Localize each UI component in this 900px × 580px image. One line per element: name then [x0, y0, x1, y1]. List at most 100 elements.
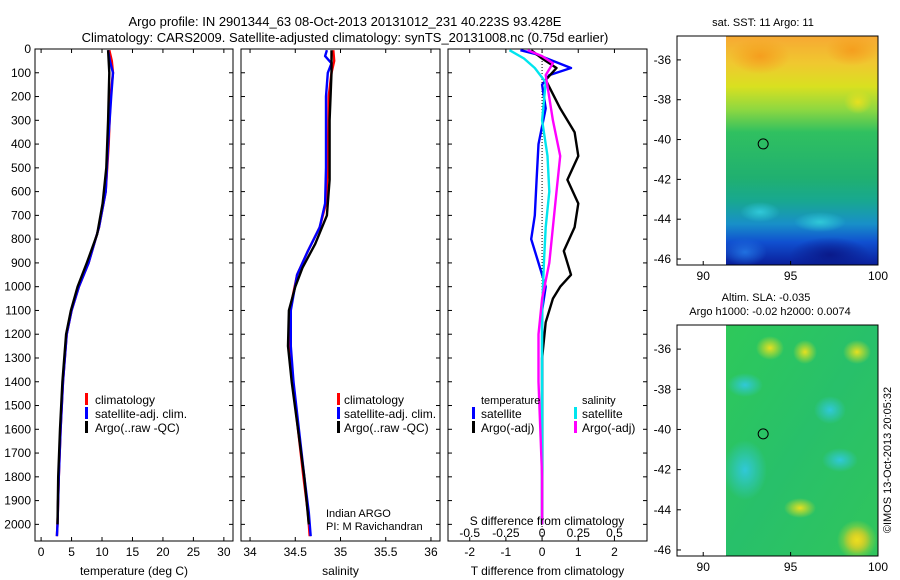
sst-warm-patch	[826, 36, 878, 66]
temperature-frame	[34, 48, 234, 542]
map-y-tick-label: -38	[654, 93, 672, 107]
sla-high-patch	[784, 498, 816, 518]
series-line-satellite	[508, 49, 551, 525]
map-y-tick-label: -40	[654, 422, 672, 436]
difference-frame	[447, 48, 648, 542]
series-line-satellite	[520, 49, 573, 525]
legend-sal-satellite-label: satellite	[582, 407, 623, 421]
map-x-tick-label: 90	[697, 269, 711, 283]
sla-low-patch	[814, 396, 846, 424]
legend-climatology-label: climatology	[344, 393, 404, 407]
map-y-tick-label: -46	[654, 543, 672, 557]
sla-field	[726, 325, 878, 556]
x-tick-label: 25	[187, 545, 201, 559]
sst-map-title: sat. SST: 11 Argo: 11	[712, 17, 814, 29]
sst-cool-patch	[740, 202, 780, 222]
sla-map-subtitle: Argo h1000: -0.02 h2000: 0.0074	[689, 306, 850, 318]
sla-map-border	[676, 324, 879, 557]
legend-header-temperature: temperature	[481, 395, 540, 407]
y-tick-label: 600	[11, 185, 31, 199]
x-tick-label: -1	[501, 545, 512, 559]
y-tick-label: 1300	[4, 351, 31, 365]
series-line-satellite-adj-clim-	[289, 49, 333, 537]
header-line2: Climatology: CARS2009. Satellite-adjuste…	[82, 30, 609, 45]
legend-temp-satellite-swatch	[472, 407, 475, 419]
legend-temp-satellite-label: satellite	[481, 407, 522, 421]
series-line-satellite-adj-clim-	[55, 50, 115, 537]
s-tick-label: -0.5	[459, 526, 480, 540]
legend-temp-argo-label: Argo(-adj)	[481, 421, 534, 435]
x-axis-label: temperature (deg C)	[80, 564, 188, 578]
y-tick-label: 2000	[4, 517, 31, 531]
legend-climatology-label: climatology	[95, 393, 155, 407]
salinity-frame	[240, 48, 441, 542]
y-tick-label: 1000	[4, 280, 31, 294]
x-tick-label: 10	[95, 545, 109, 559]
series-line-argo-raw-qc-	[286, 50, 333, 525]
map-y-tick-label: -36	[654, 53, 672, 67]
series-line-argo-adj-	[530, 49, 580, 525]
legend-climatology-swatch	[85, 393, 88, 405]
legend-temp-argo-swatch	[472, 421, 475, 433]
legend-satellite-label: satellite-adj. clim.	[95, 407, 187, 421]
x-tick-label: 5	[68, 545, 75, 559]
y-tick-label: 800	[11, 232, 31, 246]
y-tick-label: 100	[11, 66, 31, 80]
legend-sal-satellite-swatch	[574, 407, 577, 419]
x-tick-label: 35	[334, 545, 348, 559]
legend-satellite-label: satellite-adj. clim.	[344, 407, 436, 421]
x-tick-label: 0	[539, 545, 546, 559]
argo-location-marker	[757, 428, 769, 440]
y-tick-label: 200	[11, 90, 31, 104]
legend-satellite-swatch	[337, 407, 340, 419]
sla-map-title: Altim. SLA: -0.035	[722, 292, 811, 304]
x-tick-label: 30	[217, 545, 231, 559]
legend-argo-swatch	[337, 421, 340, 433]
map-y-tick-label: -36	[654, 342, 672, 356]
series-line-climatology	[55, 49, 115, 537]
series-line-argo-raw-qc-	[56, 50, 111, 525]
x-tick-label: 15	[126, 545, 140, 559]
x-axis-label: T difference from climatology	[471, 564, 625, 578]
salinity-legend: climatology satellite-adj. clim. Argo(..…	[326, 393, 436, 533]
s-tick-label: 0.5	[606, 526, 623, 540]
map-y-tick-label: -42	[654, 172, 672, 186]
y-tick-label: 0	[24, 42, 31, 56]
legend-argo-swatch	[85, 421, 88, 433]
difference-axes: -2 -1 0 1 2 T difference from climatology -0.5…	[447, 48, 648, 578]
legend-header-salinity: salinity	[582, 395, 616, 407]
map-y-tick-label: -44	[654, 212, 672, 226]
annotation-line1: Indian ARGO	[326, 508, 391, 520]
s-tick-label: 0.25	[567, 526, 591, 540]
x-tick-label: 2	[611, 545, 618, 559]
sla-high-patch	[793, 340, 817, 364]
map-y-tick-label: -44	[654, 503, 672, 517]
x-tick-label: 34	[243, 545, 257, 559]
s-difference-label: S difference from climatology	[470, 514, 625, 528]
map-x-tick-label: 95	[784, 560, 798, 574]
map-y-tick-label: -46	[654, 252, 672, 266]
legend-argo-label: Argo(..raw -QC)	[95, 421, 180, 435]
sst-field	[726, 36, 878, 265]
map-y-tick-label: -40	[654, 133, 672, 147]
map-x-tick-label: 100	[868, 269, 888, 283]
series-line-argo-adj-	[527, 49, 562, 525]
sst-map-border	[676, 35, 879, 266]
argo-location-marker	[757, 138, 769, 150]
y-tick-label: 400	[11, 137, 31, 151]
y-tick-label: 1900	[4, 494, 31, 508]
map-x-tick-label: 90	[697, 560, 711, 574]
imos-timestamp: ©IMOS 13-Oct-2013 20:05:32	[882, 387, 894, 533]
sst-warm-patch	[844, 90, 872, 114]
sst-cold-patch	[790, 237, 870, 265]
temperature-axes: 0 5 10 15 20 25 300100200300400500600700800900…	[4, 42, 234, 578]
difference-legend: temperature salinity satellite Argo(-adj…	[470, 395, 636, 528]
x-tick-label: 1	[575, 545, 582, 559]
x-tick-label: -2	[464, 545, 475, 559]
s-tick-label: 0	[539, 526, 546, 540]
y-tick-label: 700	[11, 208, 31, 222]
y-tick-label: 1200	[4, 327, 31, 341]
x-tick-label: 20	[156, 545, 170, 559]
y-tick-label: 1500	[4, 399, 31, 413]
